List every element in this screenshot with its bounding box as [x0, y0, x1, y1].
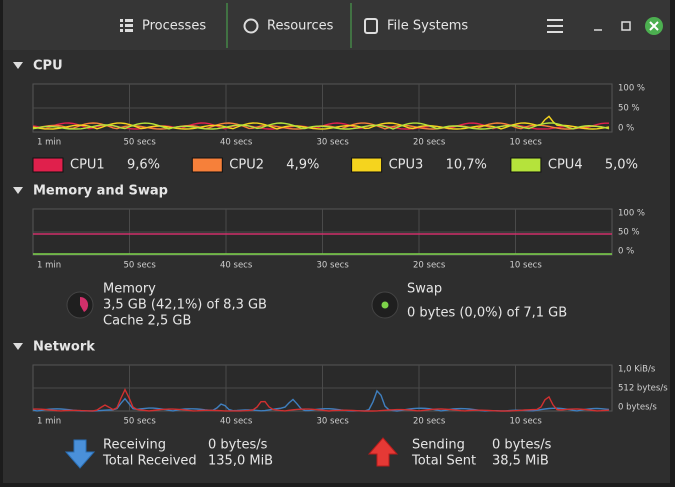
y-axis-label: 50 %	[618, 104, 640, 114]
legend-name: CPU2	[229, 158, 264, 173]
graph-trace	[32, 122, 610, 130]
y-axis-label: 0 bytes/s	[618, 403, 657, 413]
section-title: CPU	[33, 59, 63, 74]
tab-icon	[243, 18, 259, 34]
sending-label: Sending	[412, 438, 465, 453]
time-label: 50 secs	[124, 261, 157, 271]
total-sent-label: Total Sent	[411, 454, 476, 469]
legend-swatch	[191, 157, 223, 173]
legend-name: CPU1	[70, 158, 105, 173]
receive-icon	[64, 439, 96, 469]
total-received-label: Total Received	[102, 454, 197, 469]
legend-value: 10,7%	[446, 158, 487, 173]
time-label: 20 secs	[413, 138, 446, 148]
time-label: 1 min	[37, 261, 61, 271]
time-label: 20 secs	[413, 417, 446, 427]
time-label: 10 secs	[510, 138, 543, 148]
swap-label: Swap	[407, 282, 442, 297]
receiving-label: Receiving	[103, 438, 166, 453]
tab[interactable]: Processes	[142, 19, 206, 34]
swap-usage: 0 bytes (0,0%) of 7,1 GB	[407, 306, 567, 321]
receiving-rate: 0 bytes/s	[208, 438, 268, 453]
total-sent: 38,5 MiB	[492, 454, 549, 469]
send-icon	[367, 437, 399, 467]
time-label: 10 secs	[510, 417, 543, 427]
y-axis-label: 100 %	[618, 84, 645, 94]
time-label: 50 secs	[124, 417, 157, 427]
legend-swatch	[351, 157, 383, 173]
tab[interactable]: Resources	[267, 19, 334, 34]
legend-swatch	[510, 157, 542, 173]
tab-icon	[364, 18, 378, 34]
collapse-arrow	[13, 62, 23, 69]
memory-usage: 3,5 GB (42,1%) of 8,3 GB	[103, 298, 267, 313]
y-axis-label: 0 %	[618, 124, 634, 134]
time-label: 40 secs	[220, 138, 253, 148]
section-title: Memory and Swap	[33, 184, 168, 199]
y-axis-label: 100 %	[618, 209, 645, 219]
memory-icon	[66, 291, 94, 319]
section-title: Network	[33, 340, 95, 355]
legend-swatch	[32, 157, 64, 173]
close-button[interactable]	[645, 17, 663, 35]
legend-value: 4,9%	[286, 158, 319, 173]
time-label: 40 secs	[220, 261, 253, 271]
legend-name: CPU4	[548, 158, 583, 173]
collapse-arrow	[13, 187, 23, 194]
time-label: 30 secs	[317, 261, 350, 271]
legend-value: 5,0%	[605, 158, 638, 173]
memory-cache: Cache 2,5 GB	[103, 314, 191, 329]
total-received: 135,0 MiB	[208, 454, 273, 469]
time-label: 30 secs	[317, 417, 350, 427]
swap-icon	[371, 291, 399, 319]
time-label: 50 secs	[124, 138, 157, 148]
legend-value: 9,6%	[127, 158, 160, 173]
memory-label: Memory	[103, 282, 156, 297]
y-axis-label: 1,0 KiB/s	[618, 365, 656, 375]
y-axis-label: 0 %	[618, 247, 634, 257]
collapse-arrow	[13, 343, 23, 350]
time-label: 10 secs	[510, 261, 543, 271]
legend-name: CPU3	[389, 158, 424, 173]
time-label: 1 min	[37, 417, 61, 427]
graph-trace	[33, 387, 610, 412]
time-label: 30 secs	[317, 138, 350, 148]
header-bar	[3, 0, 670, 50]
sending-rate: 0 bytes/s	[492, 438, 552, 453]
menu-button[interactable]	[547, 19, 563, 33]
time-label: 20 secs	[413, 261, 446, 271]
maximize-button[interactable]	[621, 21, 631, 31]
y-axis-label: 50 %	[618, 228, 640, 238]
tab[interactable]: File Systems	[387, 19, 468, 34]
time-label: 40 secs	[220, 417, 253, 427]
tab-icon	[120, 19, 133, 32]
time-label: 1 min	[37, 138, 61, 148]
y-axis-label: 512 bytes/s	[618, 384, 668, 394]
